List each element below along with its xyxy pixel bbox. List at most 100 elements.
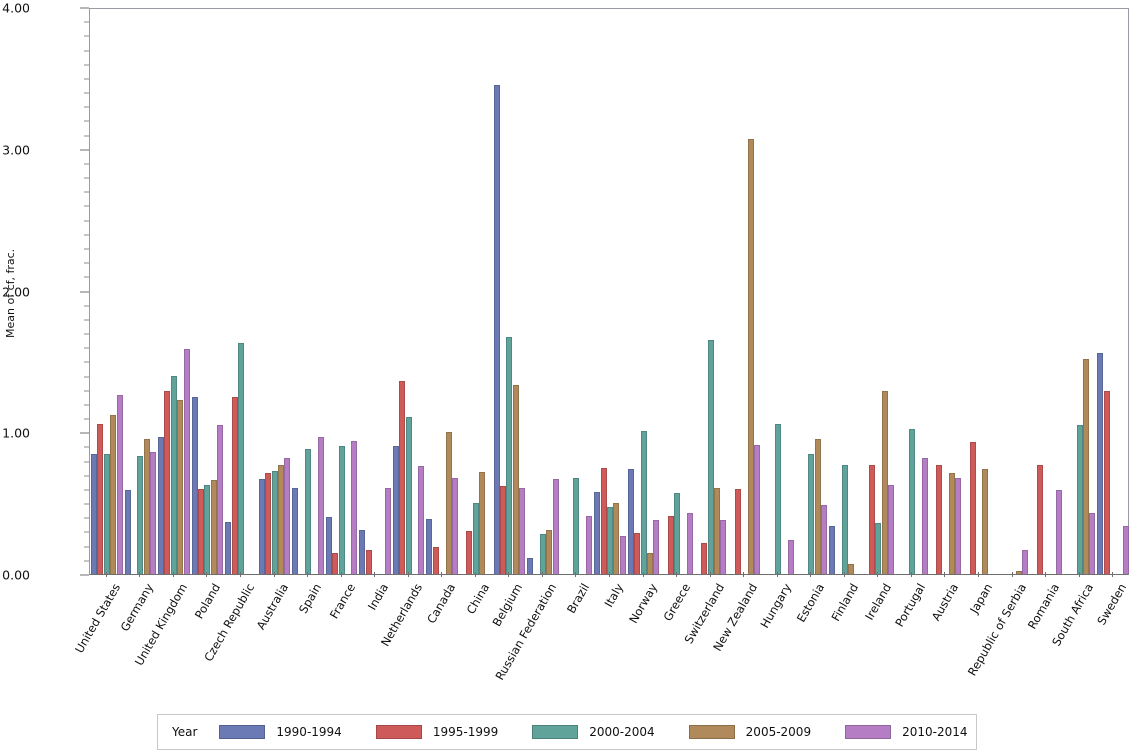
bar[interactable] xyxy=(426,518,433,574)
bar[interactable] xyxy=(539,534,546,574)
bar[interactable] xyxy=(1022,549,1029,574)
legend-item[interactable]: 2010-2014 xyxy=(845,725,968,739)
bar[interactable] xyxy=(1015,571,1022,574)
bar[interactable] xyxy=(97,423,104,574)
bar[interactable] xyxy=(1103,391,1110,574)
bar[interactable] xyxy=(1083,358,1090,574)
bar[interactable] xyxy=(90,453,97,574)
bar[interactable] xyxy=(774,423,781,574)
bar[interactable] xyxy=(747,138,754,574)
bar[interactable] xyxy=(674,493,681,574)
bar[interactable] xyxy=(338,446,345,574)
bar[interactable] xyxy=(908,429,915,574)
bar[interactable] xyxy=(888,484,895,574)
bar[interactable] xyxy=(177,399,184,574)
bar[interactable] xyxy=(667,515,674,574)
bar[interactable] xyxy=(982,469,989,574)
bar[interactable] xyxy=(210,480,217,574)
bar[interactable] xyxy=(936,464,943,574)
bar[interactable] xyxy=(519,487,526,574)
bar[interactable] xyxy=(948,473,955,574)
bar[interactable] xyxy=(499,486,506,574)
bar[interactable] xyxy=(418,466,425,574)
bar[interactable] xyxy=(237,342,244,574)
bar[interactable] xyxy=(399,381,406,574)
bar[interactable] xyxy=(653,520,660,574)
bar[interactable] xyxy=(204,484,211,574)
legend-item[interactable]: 2000-2004 xyxy=(532,725,655,739)
bar[interactable] xyxy=(512,385,519,574)
bar[interactable] xyxy=(921,457,928,574)
bar[interactable] xyxy=(116,395,123,574)
bar[interactable] xyxy=(217,425,224,574)
bar[interactable] xyxy=(164,391,171,574)
bar[interactable] xyxy=(646,552,653,574)
bar[interactable] xyxy=(1055,490,1062,574)
bar[interactable] xyxy=(103,453,110,574)
bar[interactable] xyxy=(753,445,760,574)
bar[interactable] xyxy=(841,464,848,574)
bar[interactable] xyxy=(198,488,204,574)
bar[interactable] xyxy=(955,477,962,574)
legend-item[interactable]: 1990-1994 xyxy=(219,725,342,739)
bar[interactable] xyxy=(969,442,976,574)
bar[interactable] xyxy=(720,520,727,574)
bar[interactable] xyxy=(466,531,473,574)
bar[interactable] xyxy=(170,375,177,574)
bar[interactable] xyxy=(1036,464,1043,574)
bar[interactable] xyxy=(600,467,607,574)
bar[interactable] xyxy=(150,452,157,574)
bar[interactable] xyxy=(284,457,291,574)
bar[interactable] xyxy=(392,446,399,574)
bar[interactable] xyxy=(814,439,821,574)
bar[interactable] xyxy=(325,517,332,574)
bar[interactable] xyxy=(258,479,265,574)
bar[interactable] xyxy=(627,469,634,574)
bar[interactable] xyxy=(271,470,278,574)
bar[interactable] xyxy=(405,416,412,574)
bar[interactable] xyxy=(1123,525,1129,574)
bar[interactable] xyxy=(432,547,439,574)
bar[interactable] xyxy=(1076,425,1083,574)
bar[interactable] xyxy=(158,436,165,574)
bar[interactable] xyxy=(527,558,534,574)
bar[interactable] xyxy=(493,84,500,574)
bar[interactable] xyxy=(619,535,626,574)
bar[interactable] xyxy=(552,479,559,574)
bar[interactable] xyxy=(1097,352,1104,574)
bar[interactable] xyxy=(701,542,708,574)
bar[interactable] xyxy=(640,430,647,574)
bar[interactable] xyxy=(384,487,391,574)
bar[interactable] xyxy=(292,487,299,574)
bar[interactable] xyxy=(881,391,888,574)
bar[interactable] xyxy=(183,348,190,574)
bar[interactable] xyxy=(868,464,875,574)
bar[interactable] xyxy=(277,464,284,574)
bar[interactable] xyxy=(506,337,513,574)
bar[interactable] xyxy=(707,340,714,574)
bar[interactable] xyxy=(231,396,238,574)
bar[interactable] xyxy=(875,522,882,574)
bar[interactable] xyxy=(787,539,794,574)
bar[interactable] xyxy=(452,477,459,574)
bar[interactable] xyxy=(445,432,452,574)
bar[interactable] xyxy=(848,564,855,574)
bar[interactable] xyxy=(317,436,324,574)
bar[interactable] xyxy=(613,503,620,574)
bar[interactable] xyxy=(225,521,232,574)
bar[interactable] xyxy=(265,473,272,574)
bar[interactable] xyxy=(472,503,479,574)
bar[interactable] xyxy=(332,552,339,574)
bar[interactable] xyxy=(365,549,372,574)
bar[interactable] xyxy=(110,415,117,574)
bar[interactable] xyxy=(351,440,358,574)
bar[interactable] xyxy=(1089,513,1096,574)
bar[interactable] xyxy=(686,513,693,574)
bar[interactable] xyxy=(546,530,553,574)
bar[interactable] xyxy=(137,456,144,574)
bar[interactable] xyxy=(305,449,312,574)
bar[interactable] xyxy=(634,532,641,574)
bar[interactable] xyxy=(479,471,486,574)
bar[interactable] xyxy=(359,530,366,574)
bar[interactable] xyxy=(573,477,580,574)
